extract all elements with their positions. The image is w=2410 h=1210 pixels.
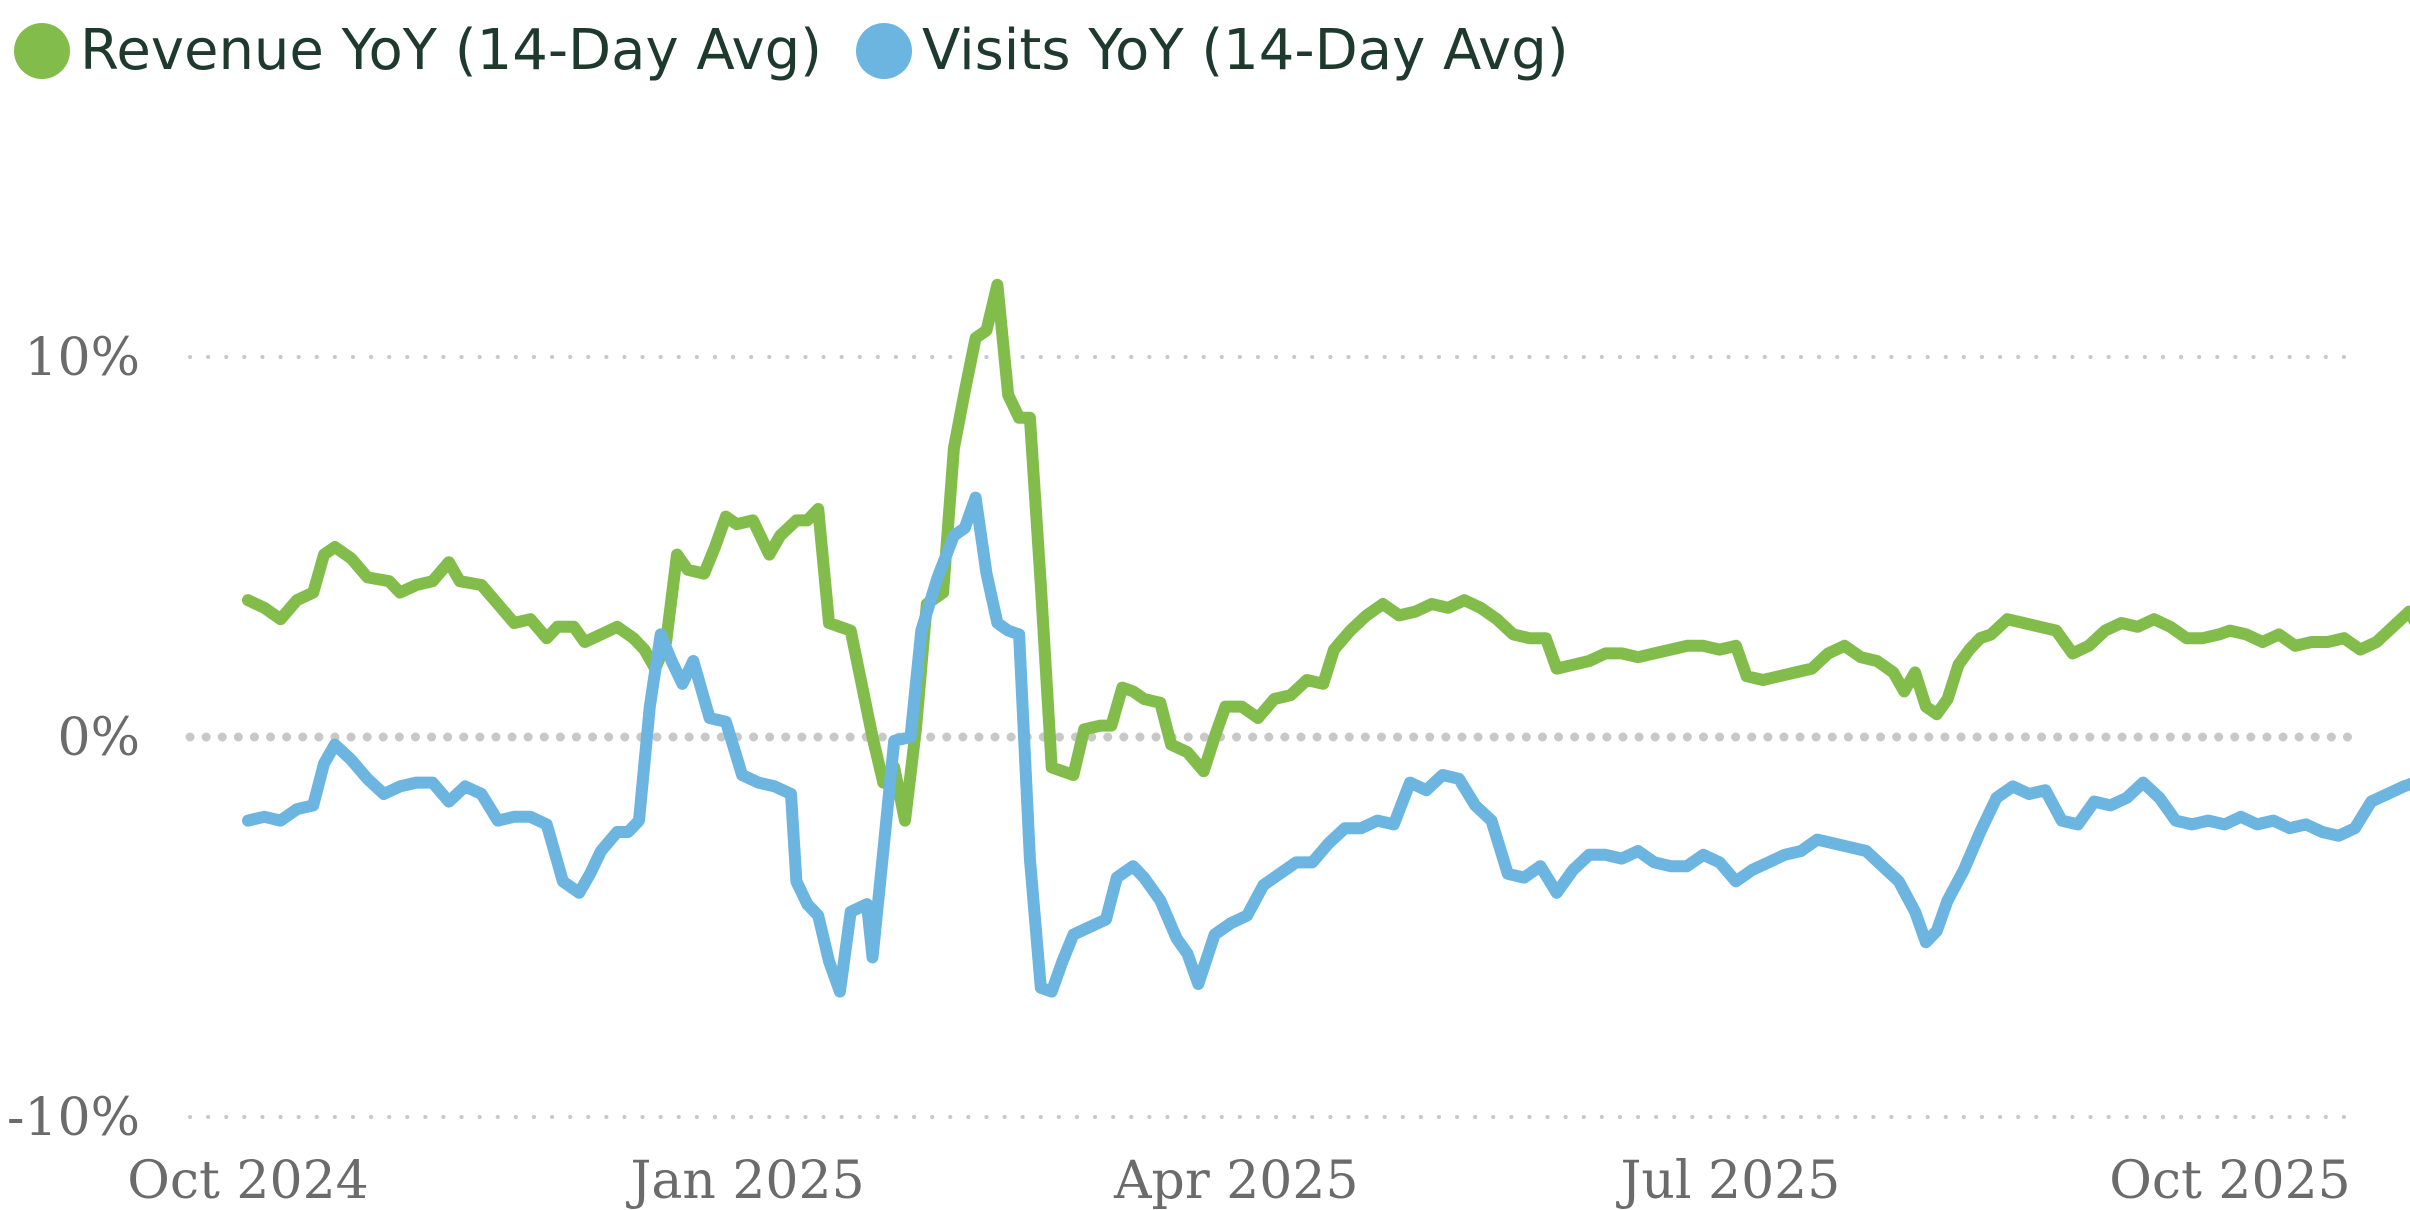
series-lines [242, 278, 2410, 998]
visits-series-line[interactable] [242, 491, 2410, 998]
legend-swatch-visits [855, 22, 912, 79]
revenue-series-line[interactable] [242, 278, 2410, 827]
y-tick-label: 0% [58, 708, 141, 768]
y-tick-label: -10% [7, 1088, 140, 1148]
legend-label-revenue: Revenue YoY (14-Day Avg) [80, 18, 822, 83]
x-tick-label: Apr 2025 [1113, 1151, 1359, 1210]
y-tick-label: 10% [24, 328, 140, 388]
y-axis-ticks: 10% 0% -10% [7, 328, 140, 1148]
grid-lines [185, 355, 2365, 1119]
x-tick-label: Oct 2024 [127, 1151, 369, 1210]
x-tick-label: Jul 2025 [1616, 1151, 1841, 1210]
legend-label-visits: Visits YoY (14-Day Avg) [921, 18, 1569, 83]
x-tick-label: Jan 2025 [625, 1151, 864, 1210]
chart-legend: Revenue YoY (14-Day Avg) Visits YoY (14-… [14, 18, 1569, 83]
legend-item-revenue[interactable]: Revenue YoY (14-Day Avg) [14, 18, 822, 83]
x-axis-ticks: Oct 2024 Jan 2025 Apr 2025 Jul 2025 Oct 2025 [127, 1151, 2351, 1210]
x-tick-label: Oct 2025 [2109, 1151, 2351, 1210]
legend-item-visits[interactable]: Visits YoY (14-Day Avg) [855, 18, 1569, 83]
legend-swatch-revenue [14, 22, 70, 79]
